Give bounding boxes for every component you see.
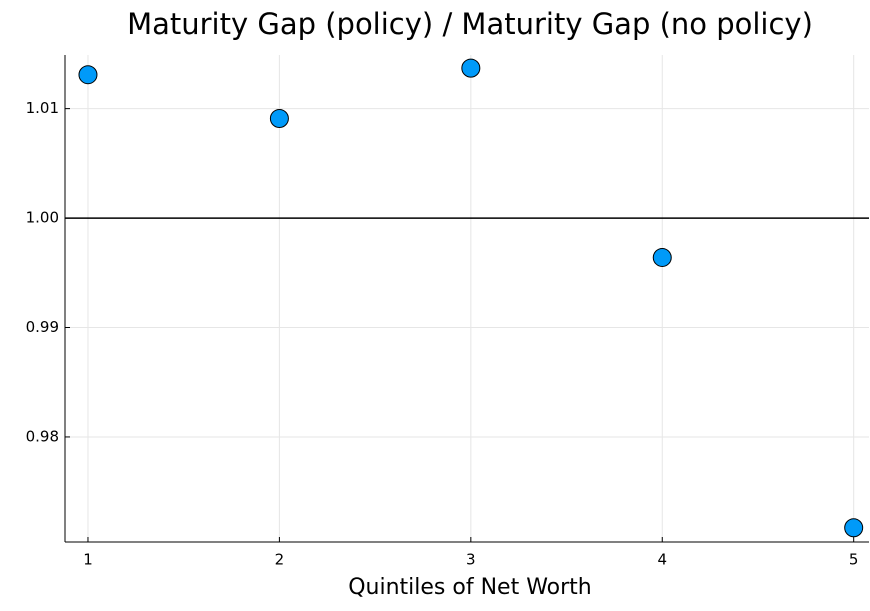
x-axis-label: Quintiles of Net Worth (348, 575, 592, 600)
point (844, 518, 864, 538)
y-tick-label: 0.99 (26, 318, 59, 336)
y-tick-label: 1.00 (26, 209, 59, 227)
x-tick-label: 4 (657, 551, 667, 569)
point (78, 65, 98, 85)
point (461, 58, 481, 78)
chart-title: Maturity Gap (policy) / Maturity Gap (no… (127, 7, 813, 41)
x-tick-label: 5 (849, 551, 859, 569)
point (652, 247, 672, 267)
x-tick-label: 2 (275, 551, 285, 569)
point (269, 108, 289, 128)
y-tick-label: 1.01 (26, 99, 59, 117)
x-tick-label: 3 (466, 551, 476, 569)
y-tick-label: 0.98 (26, 427, 59, 445)
x-tick-label: 1 (83, 551, 93, 569)
